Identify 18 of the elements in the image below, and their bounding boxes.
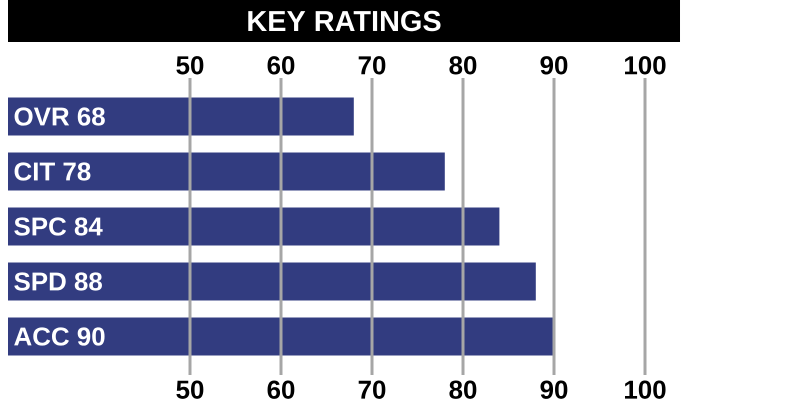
- y-tick-label: OVR 68: [14, 107, 105, 126]
- x2-tick-label: 50: [176, 380, 204, 399]
- x-tick-label: 50: [176, 56, 204, 74]
- y-tick-label: CIT 78: [14, 162, 90, 181]
- x-tick-label: 60: [268, 56, 294, 74]
- y-tick-label: SPC 84: [14, 217, 103, 236]
- x2-tick-label: 60: [268, 380, 294, 399]
- x2-tick-label: 70: [358, 380, 386, 399]
- x-tick-label: 70: [358, 56, 386, 74]
- x2-tick-label: 100: [625, 380, 666, 399]
- x2-tick-label: 80: [449, 380, 476, 399]
- y-tick-label: SPD 88: [14, 272, 102, 291]
- x-tick-label: 100: [625, 56, 666, 74]
- x2-tick-label: 90: [540, 380, 568, 399]
- chart-title: KEY RATINGS: [248, 10, 441, 32]
- y-tick-label: ACC 90: [14, 327, 105, 346]
- x-tick-label: 80: [449, 56, 476, 74]
- x-tick-label: 90: [540, 56, 568, 74]
